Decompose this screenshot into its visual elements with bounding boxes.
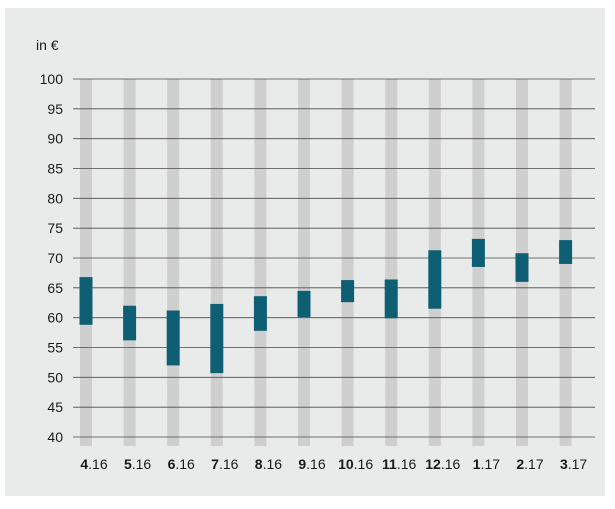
x-tick-label: 8.16	[255, 456, 282, 472]
x-tick-label: 11.16	[382, 456, 416, 472]
category-stripe	[298, 79, 310, 446]
y-tick-label: 50	[47, 369, 63, 385]
range-bar	[166, 310, 180, 366]
x-tick-label: 9.16	[298, 456, 325, 472]
range-bar	[341, 280, 355, 303]
y-tick-label: 95	[47, 101, 63, 117]
y-tick-label: 70	[47, 250, 63, 266]
range-bar	[79, 277, 93, 325]
range-bar	[515, 253, 529, 282]
y-tick-label: 55	[47, 340, 63, 356]
x-tick-label: 4.16	[80, 456, 107, 472]
y-tick-label: 60	[47, 310, 63, 326]
range-bar	[384, 279, 398, 319]
x-tick-label: 3.17	[560, 456, 587, 472]
x-tick-label: 10.16	[338, 456, 373, 472]
y-tick-label: 40	[47, 429, 63, 445]
y-tick-label: 100	[40, 71, 64, 87]
range-bar	[471, 238, 485, 267]
range-bar	[253, 296, 267, 331]
y-tick-label: 45	[47, 399, 63, 415]
x-tick-label: 2.17	[516, 456, 543, 472]
x-tick-label: 7.16	[211, 456, 238, 472]
range-bar	[428, 250, 442, 309]
x-tick-label: 1.17	[473, 456, 500, 472]
range-bar	[210, 303, 224, 374]
y-unit-label: in €	[36, 37, 59, 53]
x-tick-label: 5.16	[124, 456, 151, 472]
chart-panel: in € 100 95 90 85 80 75 70 65 60 55 50 45 40 4.16 5.1…	[5, 8, 605, 496]
y-tick-label: 80	[47, 190, 63, 206]
y-tick-label: 85	[47, 161, 63, 177]
category-stripe	[167, 79, 180, 446]
y-tick-label: 75	[47, 220, 63, 236]
category-stripe	[210, 79, 223, 446]
x-tick-label: 12.16	[425, 456, 460, 472]
range-bar	[123, 305, 137, 341]
category-stripe	[341, 79, 354, 446]
category-stripe	[80, 79, 92, 446]
x-tick-label: 6.16	[168, 456, 195, 472]
category-stripe	[254, 79, 267, 446]
range-bar	[297, 290, 311, 318]
y-tick-label: 65	[47, 280, 63, 296]
range-bar	[559, 240, 573, 264]
range-chart: in € 100 95 90 85 80 75 70 65 60 55 50 45 40 4.16 5.1…	[36, 37, 595, 472]
y-tick-label: 90	[47, 131, 63, 147]
category-stripe	[385, 79, 398, 446]
category-stripe	[123, 79, 136, 446]
